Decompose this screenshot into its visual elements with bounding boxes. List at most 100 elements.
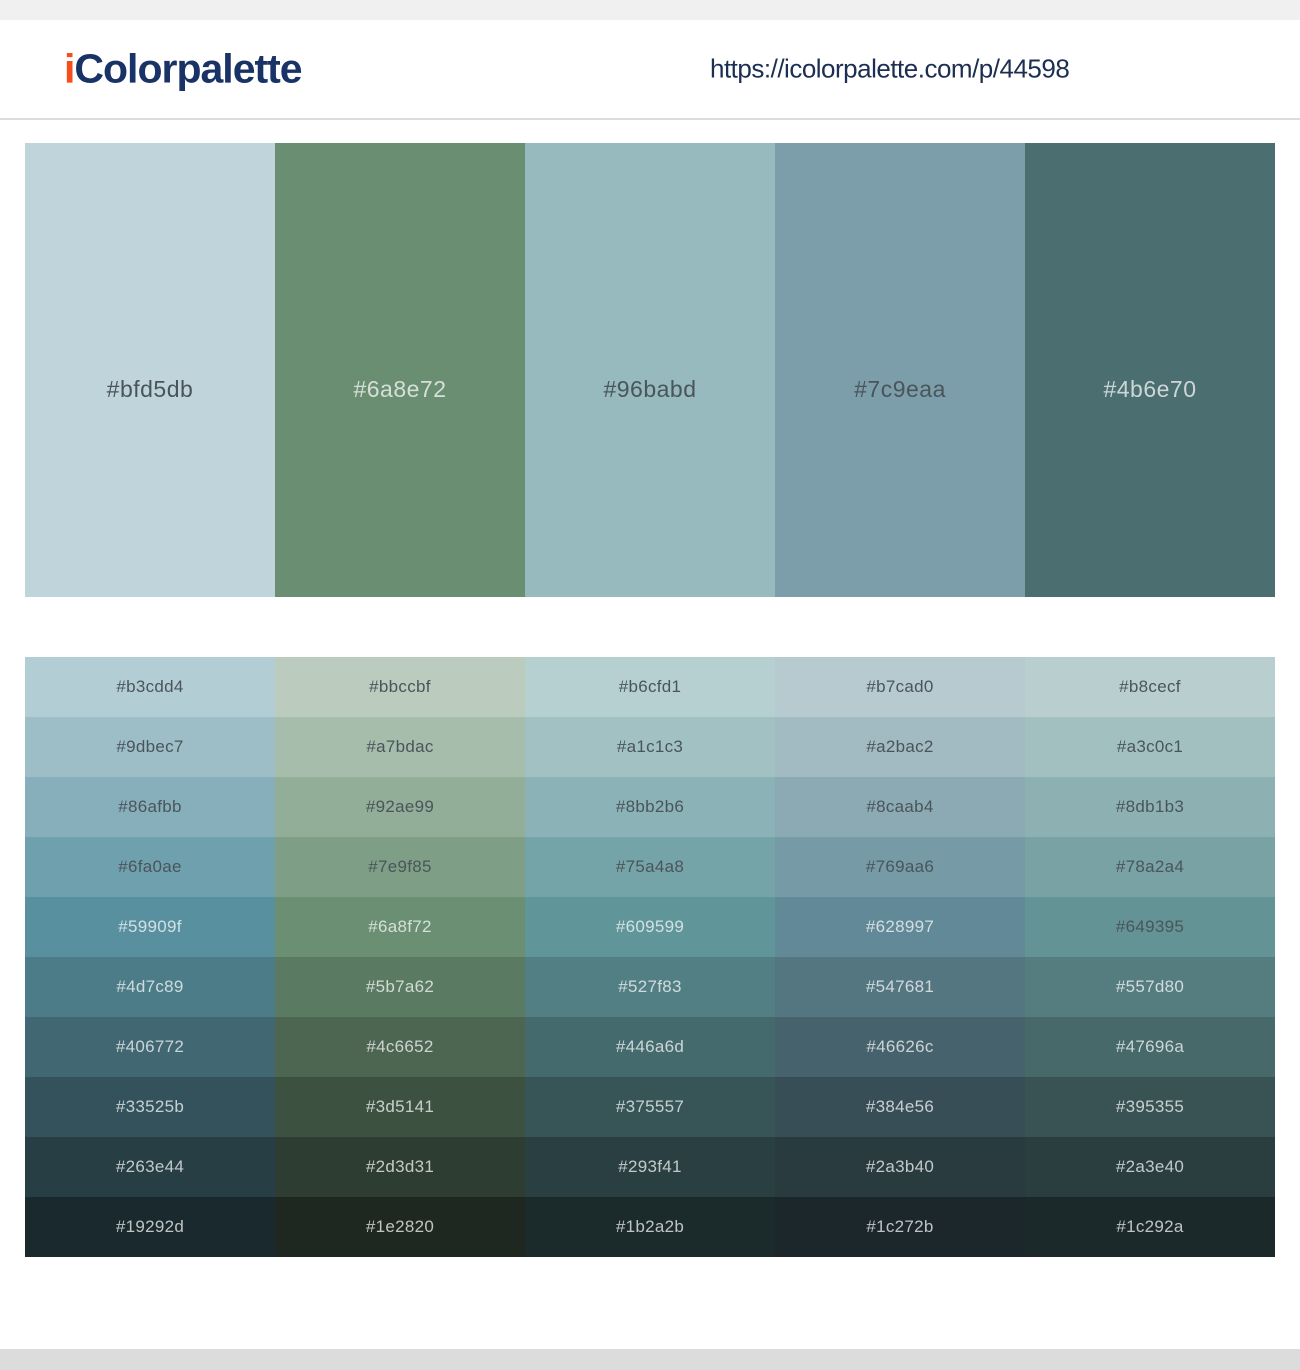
shade-cell[interactable]: #b3cdd4 — [25, 657, 275, 717]
shade-cell-hex: #19292d — [115, 1217, 185, 1236]
shade-cell[interactable]: #19292d — [25, 1197, 275, 1257]
shade-cell-hex: #2d3d31 — [365, 1157, 435, 1176]
shade-cell-hex: #547681 — [865, 977, 935, 996]
shade-cell[interactable]: #406772 — [25, 1017, 275, 1077]
shade-cell-hex: #8bb2b6 — [615, 797, 685, 816]
palette-swatch[interactable]: #6a8e72 — [275, 143, 525, 597]
shade-cell[interactable]: #47696a — [1025, 1017, 1275, 1077]
shade-cell[interactable]: #293f41 — [525, 1137, 775, 1197]
shade-cell[interactable]: #395355 — [1025, 1077, 1275, 1137]
shade-cell[interactable]: #769aa6 — [775, 837, 1025, 897]
shade-cell[interactable]: #b6cfd1 — [525, 657, 775, 717]
shade-cell[interactable]: #8db1b3 — [1025, 777, 1275, 837]
palette-url: https://icolorpalette.com/p/44598 — [710, 53, 1070, 84]
shade-cell[interactable]: #9dbec7 — [25, 717, 275, 777]
shade-cell[interactable]: #527f83 — [525, 957, 775, 1017]
shade-cell[interactable]: #628997 — [775, 897, 1025, 957]
shade-cell[interactable]: #3d5141 — [275, 1077, 525, 1137]
shade-cell-hex: #769aa6 — [865, 857, 935, 876]
header: iColorpalette https://icolorpalette.com/… — [0, 20, 1300, 120]
shade-cell[interactable]: #557d80 — [1025, 957, 1275, 1017]
shade-cell[interactable]: #4d7c89 — [25, 957, 275, 1017]
shade-cell-hex: #a1c1c3 — [616, 737, 684, 756]
shade-cell[interactable]: #446a6d — [525, 1017, 775, 1077]
main-content: #bfd5db #6a8e72 #96babd #7c9eaa #4b6e70 #b3c… — [25, 143, 1275, 1257]
shade-row: #4d7c89 #5b7a62 #527f83 #547681 #557d80 — [25, 957, 1275, 1017]
shade-cell[interactable]: #a3c0c1 — [1025, 717, 1275, 777]
shade-cell[interactable]: #375557 — [525, 1077, 775, 1137]
shade-cell[interactable]: #263e44 — [25, 1137, 275, 1197]
shade-cell-hex: #a3c0c1 — [1116, 737, 1184, 756]
shade-cell[interactable]: #384e56 — [775, 1077, 1025, 1137]
shade-cell[interactable]: #4c6652 — [275, 1017, 525, 1077]
shade-cell[interactable]: #2a3e40 — [1025, 1137, 1275, 1197]
bottom-spacer — [0, 1257, 1300, 1349]
shade-row: #b3cdd4 #bbccbf #b6cfd1 #b7cad0 #b8cecf — [25, 657, 1275, 717]
shade-cell-hex: #33525b — [115, 1097, 185, 1116]
shade-cell[interactable]: #8bb2b6 — [525, 777, 775, 837]
shade-row: #86afbb #92ae99 #8bb2b6 #8caab4 #8db1b3 — [25, 777, 1275, 837]
shade-cell-hex: #2a3e40 — [1115, 1157, 1185, 1176]
shade-cell-hex: #75a4a8 — [615, 857, 685, 876]
shade-cell[interactable]: #78a2a4 — [1025, 837, 1275, 897]
shade-cell[interactable]: #b8cecf — [1025, 657, 1275, 717]
shade-cell-hex: #a2bac2 — [866, 737, 934, 756]
shade-row: #263e44 #2d3d31 #293f41 #2a3b40 #2a3e40 — [25, 1137, 1275, 1197]
shade-cell-hex: #557d80 — [1115, 977, 1185, 996]
shade-cell[interactable]: #6a8f72 — [275, 897, 525, 957]
shade-cell-hex: #86afbb — [118, 797, 182, 816]
shade-cell-hex: #46626c — [866, 1037, 934, 1056]
shade-cell[interactable]: #b7cad0 — [775, 657, 1025, 717]
shade-cell[interactable]: #59909f — [25, 897, 275, 957]
shade-cell-hex: #628997 — [865, 917, 935, 936]
shade-cell-hex: #b7cad0 — [866, 677, 934, 696]
shade-cell-hex: #92ae99 — [365, 797, 435, 816]
shade-row: #19292d #1e2820 #1b2a2b #1c272b #1c292a — [25, 1197, 1275, 1257]
shade-cell[interactable]: #1c272b — [775, 1197, 1025, 1257]
palette-swatch-hex: #bfd5db — [106, 375, 194, 402]
logo-text: Colorpalette — [74, 45, 302, 92]
site-logo[interactable]: iColorpalette — [64, 45, 303, 93]
shade-cell-hex: #59909f — [118, 917, 182, 936]
shade-cell-hex: #6a8f72 — [368, 917, 432, 936]
palette-swatch[interactable]: #bfd5db — [25, 143, 275, 597]
shade-cell-hex: #293f41 — [618, 1157, 682, 1176]
shade-cell-hex: #649395 — [1115, 917, 1185, 936]
shade-cell[interactable]: #2d3d31 — [275, 1137, 525, 1197]
shade-cell-hex: #6fa0ae — [118, 857, 182, 876]
shade-cell-hex: #2a3b40 — [865, 1157, 935, 1176]
shade-row: #406772 #4c6652 #446a6d #46626c #47696a — [25, 1017, 1275, 1077]
shade-cell[interactable]: #609599 — [525, 897, 775, 957]
shade-cell[interactable]: #75a4a8 — [525, 837, 775, 897]
palette-swatch[interactable]: #7c9eaa — [775, 143, 1025, 597]
palette-swatch[interactable]: #4b6e70 — [1025, 143, 1275, 597]
shade-cell[interactable]: #a7bdac — [275, 717, 525, 777]
shade-cell[interactable]: #8caab4 — [775, 777, 1025, 837]
shade-grid: #b3cdd4 #bbccbf #b6cfd1 #b7cad0 #b8cecf #9dbe… — [25, 657, 1275, 1257]
shade-cell[interactable]: #1c292a — [1025, 1197, 1275, 1257]
shade-cell-hex: #263e44 — [115, 1157, 185, 1176]
shade-cell[interactable]: #1e2820 — [275, 1197, 525, 1257]
shade-cell-hex: #b3cdd4 — [116, 677, 184, 696]
shade-cell[interactable]: #7e9f85 — [275, 837, 525, 897]
shade-cell[interactable]: #46626c — [775, 1017, 1025, 1077]
shade-cell[interactable]: #a1c1c3 — [525, 717, 775, 777]
shade-cell-hex: #1c292a — [1116, 1217, 1184, 1236]
palette-swatch[interactable]: #96babd — [525, 143, 775, 597]
logo-prefix: i — [64, 45, 75, 92]
shade-row: #6fa0ae #7e9f85 #75a4a8 #769aa6 #78a2a4 — [25, 837, 1275, 897]
shade-cell[interactable]: #649395 — [1025, 897, 1275, 957]
shade-cell[interactable]: #92ae99 — [275, 777, 525, 837]
shade-cell[interactable]: #6fa0ae — [25, 837, 275, 897]
shade-cell[interactable]: #bbccbf — [275, 657, 525, 717]
shade-cell-hex: #1e2820 — [365, 1217, 435, 1236]
shade-cell[interactable]: #5b7a62 — [275, 957, 525, 1017]
shade-cell-hex: #609599 — [615, 917, 685, 936]
palette-swatch-hex: #96babd — [603, 375, 697, 402]
shade-cell[interactable]: #1b2a2b — [525, 1197, 775, 1257]
shade-cell[interactable]: #33525b — [25, 1077, 275, 1137]
shade-cell[interactable]: #a2bac2 — [775, 717, 1025, 777]
shade-cell[interactable]: #547681 — [775, 957, 1025, 1017]
shade-cell[interactable]: #86afbb — [25, 777, 275, 837]
shade-cell[interactable]: #2a3b40 — [775, 1137, 1025, 1197]
